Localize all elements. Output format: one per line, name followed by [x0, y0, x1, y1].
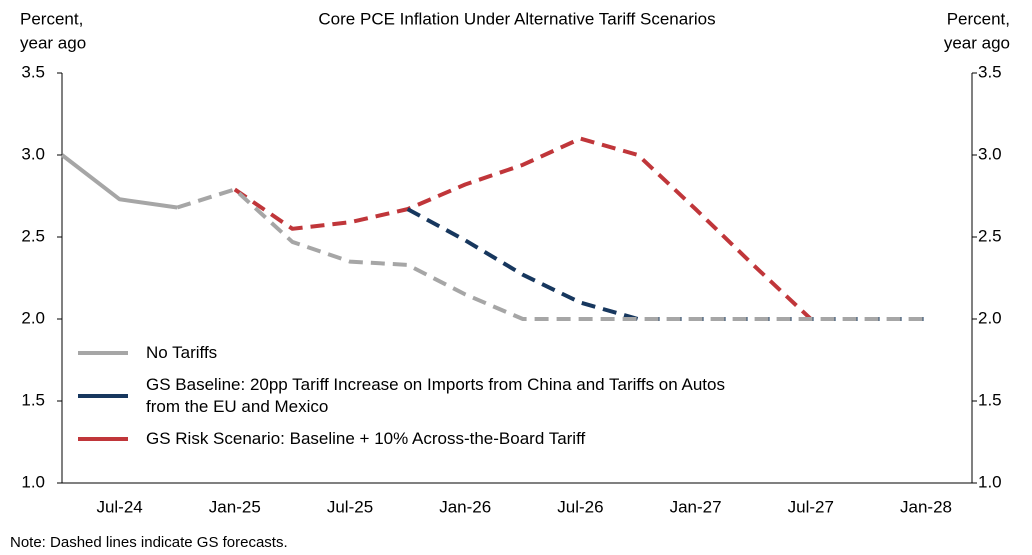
legend-item: GS Risk Scenario: Baseline + 10% Across-…: [78, 428, 738, 450]
y2-tick-label: 1.5: [978, 390, 1002, 409]
x-tick-label: Jul-24: [96, 497, 142, 516]
legend-swatch: [78, 394, 128, 398]
legend-item: No Tariffs: [78, 342, 738, 364]
legend-label: GS Baseline: 20pp Tariff Increase on Imp…: [146, 375, 725, 416]
y-tick-label: 1.0: [21, 472, 45, 491]
x-tick-label: Jan-28: [900, 497, 952, 516]
y-tick-label: 2.5: [21, 226, 45, 245]
legend-label: GS Risk Scenario: Baseline + 10% Across-…: [146, 429, 586, 448]
y-tick-label: 3.0: [21, 144, 45, 163]
legend: No Tariffs GS Baseline: 20pp Tariff Incre…: [78, 342, 738, 450]
x-tick-label: Jan-25: [209, 497, 261, 516]
y-tick-label: 2.0: [21, 308, 45, 327]
y-tick-label: 3.5: [21, 62, 45, 81]
legend-swatch: [78, 351, 128, 355]
y-label: year ago: [20, 33, 86, 52]
y2-tick-label: 2.0: [978, 308, 1002, 327]
x-tick-label: Jul-27: [788, 497, 834, 516]
y2-tick-label: 1.0: [978, 472, 1002, 491]
chart-title: Core PCE Inflation Under Alternative Tar…: [318, 9, 715, 28]
y2-tick-label: 3.5: [978, 62, 1002, 81]
legend-item: GS Baseline: 20pp Tariff Increase on Imp…: [78, 374, 738, 418]
note: Note: Dashed lines indicate GS forecasts…: [10, 534, 288, 551]
line: [60, 153, 178, 210]
line: [406, 207, 926, 321]
line: [176, 187, 926, 321]
legend-label: No Tariffs: [146, 343, 218, 362]
y2-tick-label: 3.0: [978, 144, 1002, 163]
x-tick-label: Jul-26: [557, 497, 603, 516]
y-tick-label: 1.5: [21, 390, 45, 409]
x-tick-label: Jul-25: [327, 497, 373, 516]
y2-label: Percent,: [947, 9, 1010, 28]
y2-label: year ago: [944, 33, 1010, 52]
line: [233, 136, 926, 321]
legend-swatch: [78, 437, 128, 441]
x-tick-label: Jan-27: [670, 497, 722, 516]
x-tick-label: Jan-26: [439, 497, 491, 516]
y2-tick-label: 2.5: [978, 226, 1002, 245]
y-label: Percent,: [20, 9, 83, 28]
